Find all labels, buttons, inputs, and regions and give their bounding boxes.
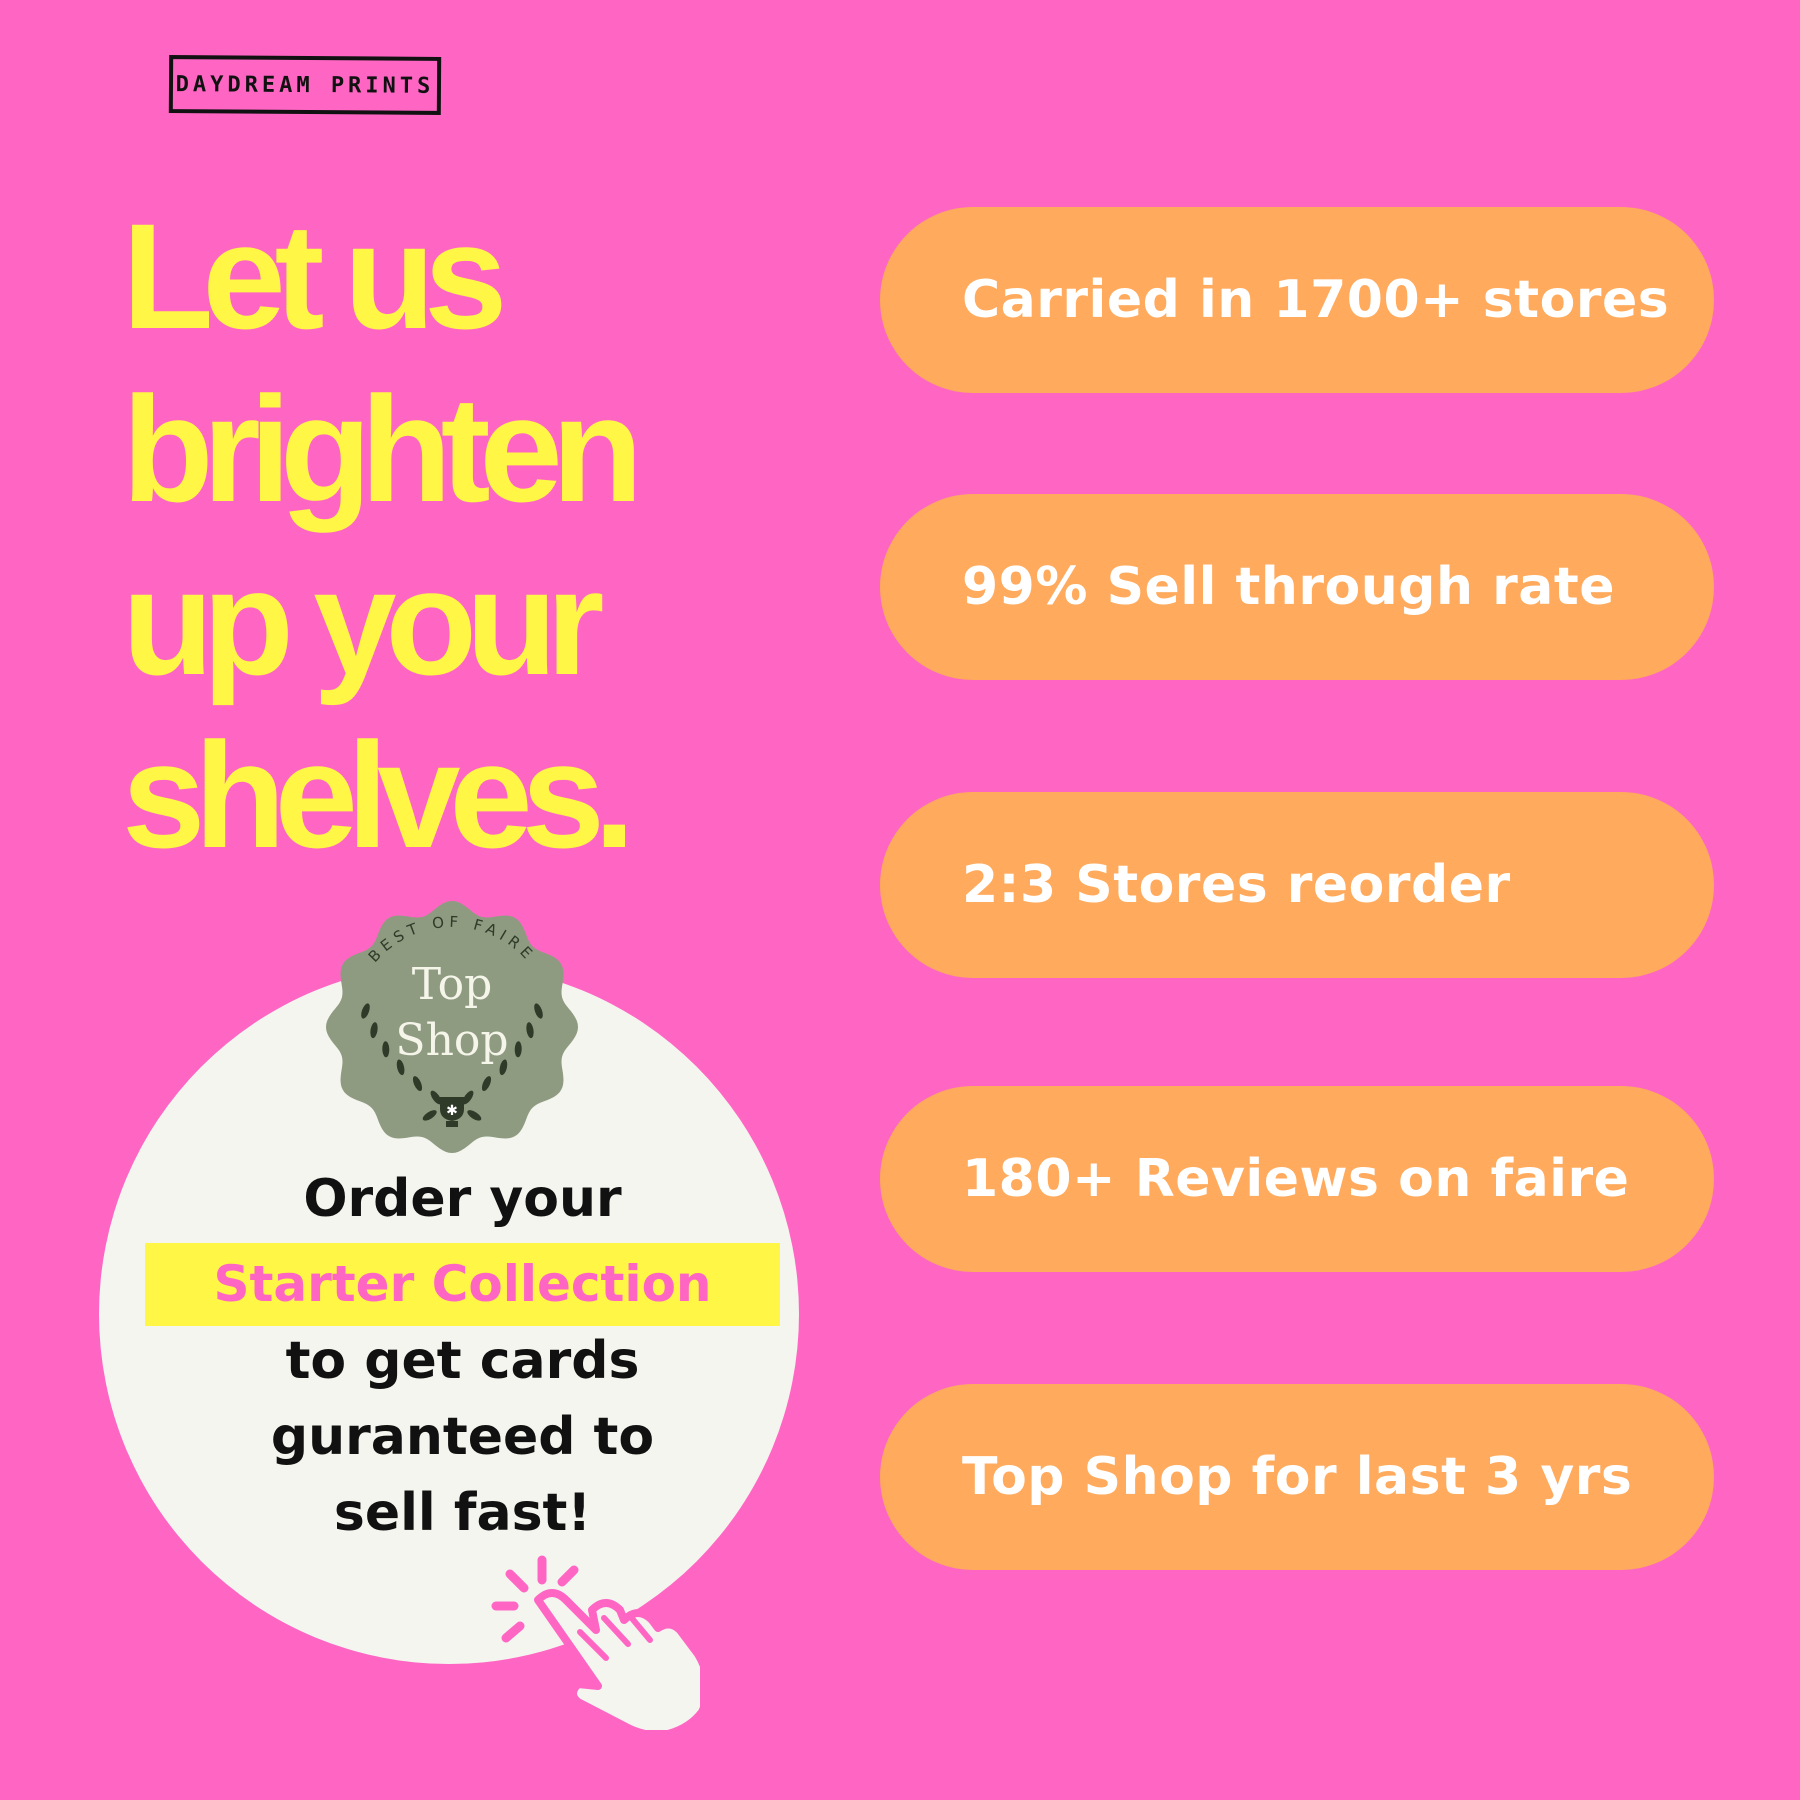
cta-line: sell fast! [333,1483,592,1543]
badge-title-top: Top [412,959,493,1010]
cta-line: guranteed to [270,1407,655,1467]
laurel-leaf [462,1090,474,1105]
cta-line: Order your [303,1169,622,1229]
stat-pill-reorder: 2:3 Stores reorder [880,792,1714,978]
top-shop-badge: BEST OF FAIRE Top Shop ✱ [326,901,578,1153]
laurel-leaf [396,1059,405,1076]
trophy-icon [440,1097,464,1127]
laurel-leaf [370,1022,378,1039]
headline-line: Let us [122,192,507,360]
stat-label: 180+ Reviews on faire [962,1149,1630,1209]
cta-line: to get cards [285,1331,640,1391]
headline-line: shelves. [122,711,635,879]
stat-label: 99% Sell through rate [962,557,1616,617]
stat-label: Top Shop for last 3 yrs [962,1447,1633,1507]
laurel-leaf [526,1022,534,1039]
laurel-leaf [514,1041,522,1058]
laurel-leaf [499,1059,508,1076]
starter-collection-link[interactable]: Starter Collection [213,1255,712,1313]
headline: Let us brighten up your shelves. [122,190,643,882]
laurel-leaf [481,1076,492,1092]
brand-logo: DAYDREAM PRINTS [168,55,442,115]
stat-pill-top-shop: Top Shop for last 3 yrs [880,1384,1714,1570]
laurel-leaf [467,1110,482,1121]
stat-pill-stores: Carried in 1700+ stores [880,207,1714,393]
laurel-leaf [382,1041,390,1058]
badge-title-shop: Shop [395,1015,508,1066]
laurel-leaf [534,1003,543,1019]
highlight-band [145,1243,780,1326]
stat-label: Carried in 1700+ stores [962,270,1670,330]
laurel-leaf [422,1110,437,1121]
stat-label: 2:3 Stores reorder [962,855,1511,915]
hand-pointer-click-icon[interactable] [480,1540,700,1730]
headline-line: up your [122,538,604,706]
stat-pill-reviews: 180+ Reviews on faire [880,1086,1714,1272]
laurel-leaf [361,1003,370,1019]
laurel-leaf [430,1090,442,1105]
headline-line: brighten [122,365,643,533]
laurel-leaf [412,1076,423,1092]
stat-pill-sell-through: 99% Sell through rate [880,494,1714,680]
star-icon: ✱ [446,1103,458,1119]
